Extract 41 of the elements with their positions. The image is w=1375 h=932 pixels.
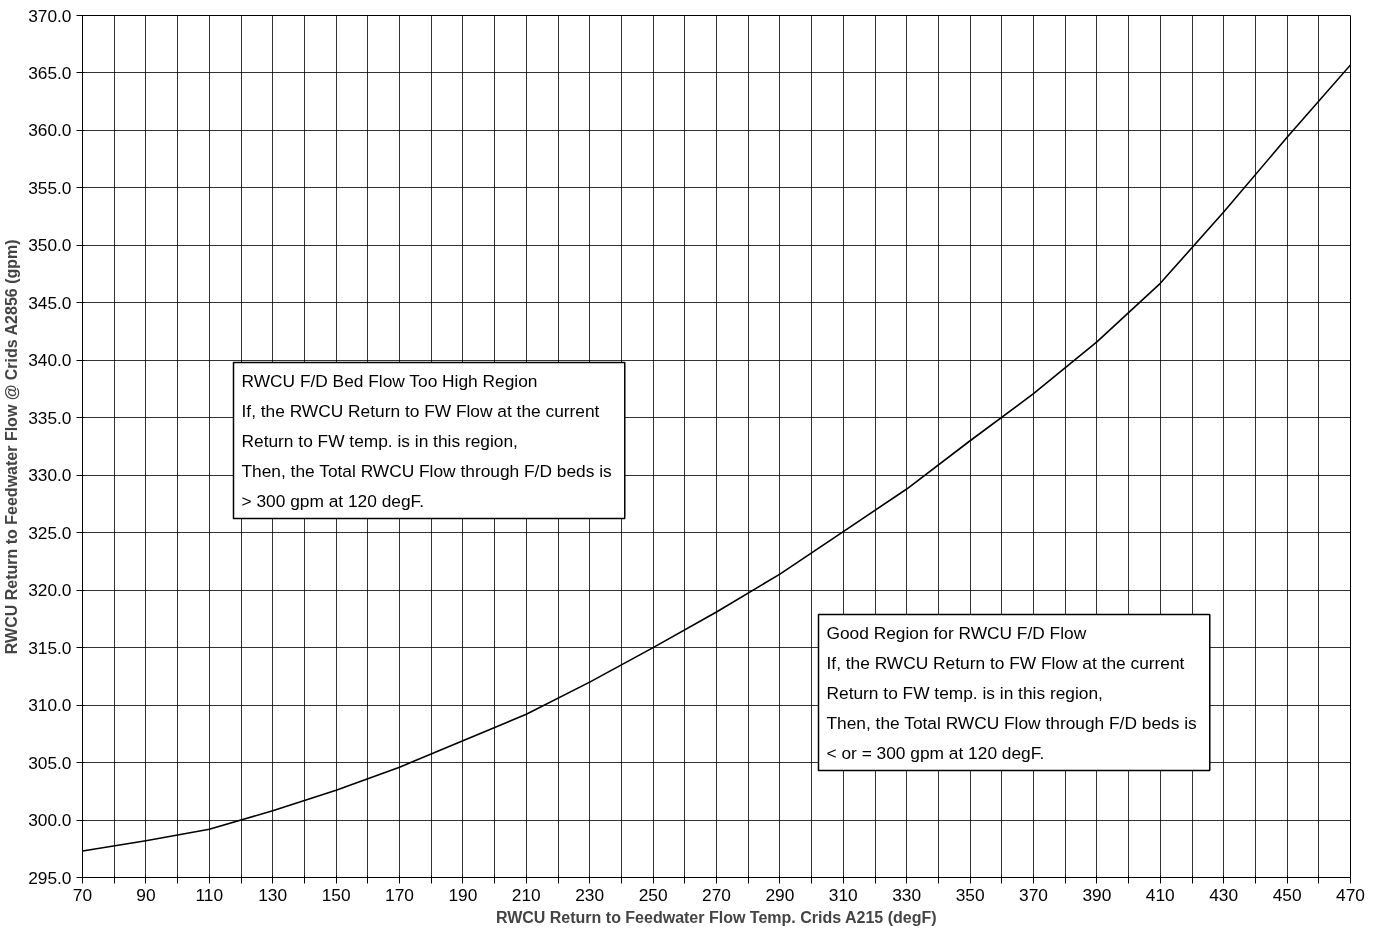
y-tick-label: 335.0 [28, 407, 72, 428]
x-tick-label: 310 [828, 884, 858, 905]
y-tick-label: 305.0 [28, 752, 72, 773]
y-tick-label: 355.0 [28, 177, 72, 198]
x-tick-label: 130 [258, 884, 288, 905]
y-tick-label: 365.0 [28, 62, 72, 83]
y-tick-label: 360.0 [28, 120, 72, 141]
x-tick-label: 290 [765, 884, 795, 905]
x-tick-label: 170 [385, 884, 414, 905]
y-tick-label: 350.0 [28, 235, 72, 256]
x-tick-label: 270 [702, 884, 731, 905]
annotation: RWCU F/D Bed Flow Too High Region If, the RWCU Return to FW Flow at the current Return to FW temp. is in this region, Then, the Total RWCU Flow through F/D beds is > 300 gpm at 120 degF. [241, 370, 612, 511]
x-tick-label: 330 [892, 884, 922, 905]
y-tick-label: 325.0 [28, 522, 72, 543]
annotation: Good Region for RWCU F/D Flow If, the RWCU Return to FW Flow at the current Return to FW temp. is in this region, Then, the Total RWCU Flow through F/D beds is < or = 300 gpm at 120 degF. [826, 622, 1197, 763]
x-tick-label: 150 [321, 884, 351, 905]
y-tick-label: 340.0 [28, 350, 72, 371]
x-tick-label: 190 [448, 884, 478, 905]
x-tick-label: 250 [638, 884, 668, 905]
y-tick-label: 345.0 [28, 292, 72, 313]
y-tick-label: 320.0 [28, 580, 72, 601]
x-tick-label: 230 [575, 884, 605, 905]
y-axis-title: RWCU Return to Feedwater Flow @ Crids A2856 (gpm) [3, 239, 21, 655]
y-tick-label: 300.0 [28, 810, 72, 831]
x-tick-label: 70 [72, 884, 93, 905]
y-tick-label: 295.0 [28, 867, 72, 888]
y-tick-label: 330.0 [28, 465, 72, 486]
x-tick-label: 110 [195, 884, 224, 905]
x-tick-label: 390 [1082, 884, 1112, 905]
x-tick-label: 470 [1336, 884, 1365, 905]
x-tick-label: 450 [1272, 884, 1302, 905]
x-axis-title: RWCU Return to Feedwater Flow Temp. Crids A215 (degF) [495, 908, 937, 926]
x-tick-label: 90 [136, 884, 156, 905]
x-tick-label: 210 [511, 884, 541, 905]
x-tick-label: 350 [955, 884, 985, 905]
x-tick-label: 410 [1145, 884, 1175, 905]
y-tick-label: 310.0 [28, 695, 72, 716]
x-tick-label: 430 [1209, 884, 1239, 905]
x-tick-label: 370 [1019, 884, 1048, 905]
y-tick-label: 315.0 [28, 637, 72, 658]
y-tick-label: 370.0 [28, 5, 72, 26]
